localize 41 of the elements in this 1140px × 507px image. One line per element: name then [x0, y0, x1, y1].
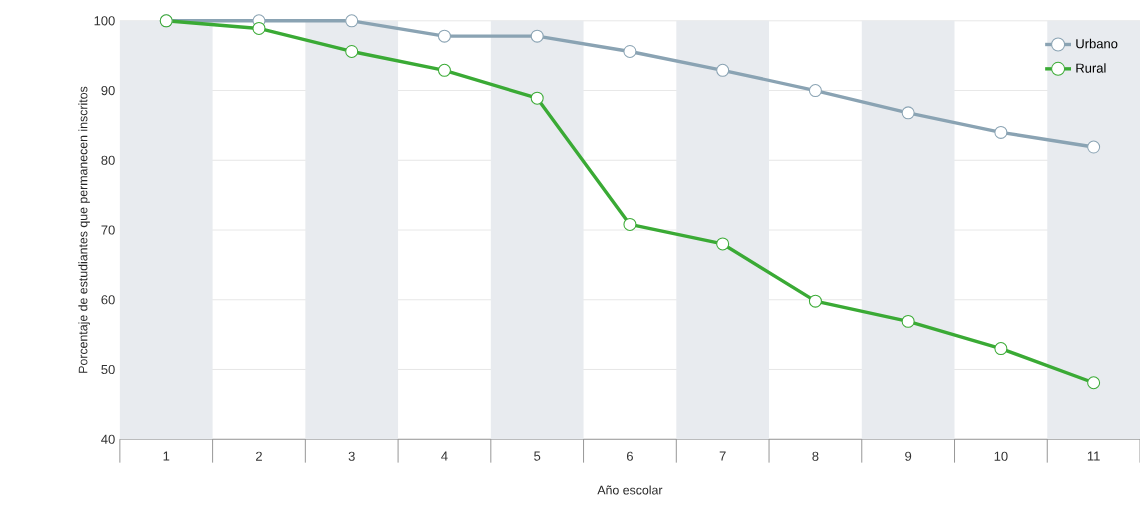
x-tick-label: 9 [905, 451, 912, 461]
legend-label: Rural [1076, 63, 1106, 73]
x-tick-label: 6 [626, 451, 633, 461]
point [345, 45, 359, 59]
x-tick-label: 11 [1087, 451, 1100, 461]
point [901, 314, 915, 328]
point [1087, 376, 1101, 390]
point [623, 45, 637, 59]
point [252, 22, 266, 36]
x-tick-label: 10 [994, 451, 1008, 461]
point [623, 218, 637, 232]
y-tick-label: 50 [101, 364, 115, 375]
point [716, 63, 730, 77]
y-tick-label: 70 [101, 225, 115, 235]
y-tick-label: 40 [101, 434, 115, 444]
point [808, 84, 822, 98]
x-tick-label: 7 [719, 451, 726, 461]
point [530, 91, 544, 105]
x-axis-title: Año escolar [597, 485, 663, 495]
point [437, 29, 451, 43]
point [994, 125, 1008, 139]
point [437, 63, 451, 77]
y-tick-label: 100 [94, 16, 115, 26]
y-tick-label: 60 [101, 295, 115, 305]
point [901, 106, 915, 120]
x-tick-label: 2 [256, 451, 262, 461]
x-tick-label: 1 [163, 451, 170, 461]
point [530, 29, 544, 43]
y-tick-label: 80 [101, 155, 115, 165]
y-axis-title: Porcentaje de estudiantes que permanecen inscritos [78, 86, 90, 373]
x-tick-label: 5 [534, 451, 541, 461]
point [808, 294, 822, 308]
point [1087, 140, 1101, 154]
x-tick-label: 3 [348, 451, 355, 461]
y-tick-label: 90 [101, 86, 115, 96]
point [345, 14, 359, 28]
legend-label: Urbano [1076, 38, 1118, 49]
point [994, 342, 1008, 356]
point [716, 237, 730, 251]
x-tick-label: 4 [441, 451, 448, 461]
x-tick-label: 8 [812, 451, 819, 461]
